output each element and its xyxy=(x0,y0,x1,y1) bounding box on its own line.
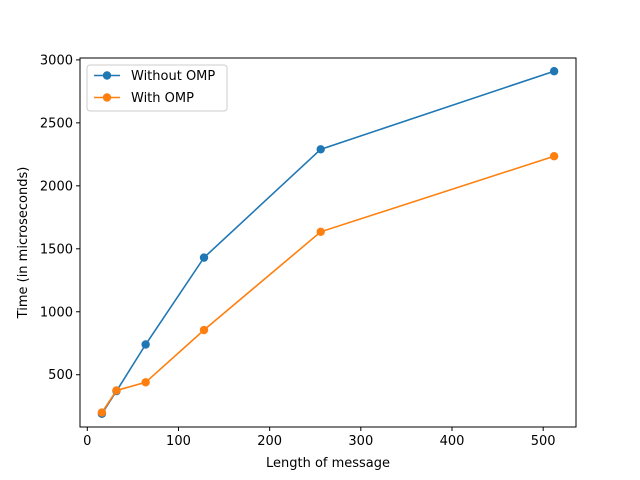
x-tick-label: 400 xyxy=(440,434,465,449)
y-tick-label: 1500 xyxy=(40,242,73,257)
legend: Without OMP With OMP xyxy=(86,64,228,112)
series-line-2 xyxy=(101,155,555,413)
data-point xyxy=(199,253,209,262)
legend-box xyxy=(86,64,228,112)
x-axis-label: Length of message xyxy=(266,456,390,471)
legend-label: With OMP xyxy=(131,91,194,106)
data-point xyxy=(141,378,150,387)
data-point xyxy=(549,67,559,76)
series-layer xyxy=(97,67,559,418)
y-axis-label: Time (in microseconds) xyxy=(16,167,31,320)
y-tick-label: 500 xyxy=(48,368,73,383)
legend-marker xyxy=(102,71,112,80)
x-tick-label: 200 xyxy=(257,434,282,449)
data-point xyxy=(549,152,559,161)
x-tick-label: 500 xyxy=(531,434,556,449)
y-tick-label: 3000 xyxy=(40,53,73,68)
data-point xyxy=(112,386,121,395)
ticks-layer: 0 100 200 300 400 500 500 1000 1500 2000 2500 3000 xyxy=(40,53,556,449)
y-tick-label: 1000 xyxy=(40,305,73,320)
legend-marker xyxy=(102,93,112,102)
y-tick-label: 2500 xyxy=(40,116,73,131)
legend-label: Without OMP xyxy=(131,69,215,84)
y-tick-label: 2000 xyxy=(40,179,73,194)
legend-items: Without OMP With OMP xyxy=(94,69,215,106)
x-tick-label: 100 xyxy=(166,434,191,449)
x-tick-label: 0 xyxy=(83,434,91,449)
data-point xyxy=(199,325,209,335)
data-point xyxy=(316,145,325,154)
x-tick-label: 300 xyxy=(348,434,373,449)
data-point xyxy=(316,227,325,236)
data-point xyxy=(141,340,150,349)
data-point xyxy=(97,408,107,417)
plot-area xyxy=(80,58,576,427)
plot-frame xyxy=(79,57,577,428)
